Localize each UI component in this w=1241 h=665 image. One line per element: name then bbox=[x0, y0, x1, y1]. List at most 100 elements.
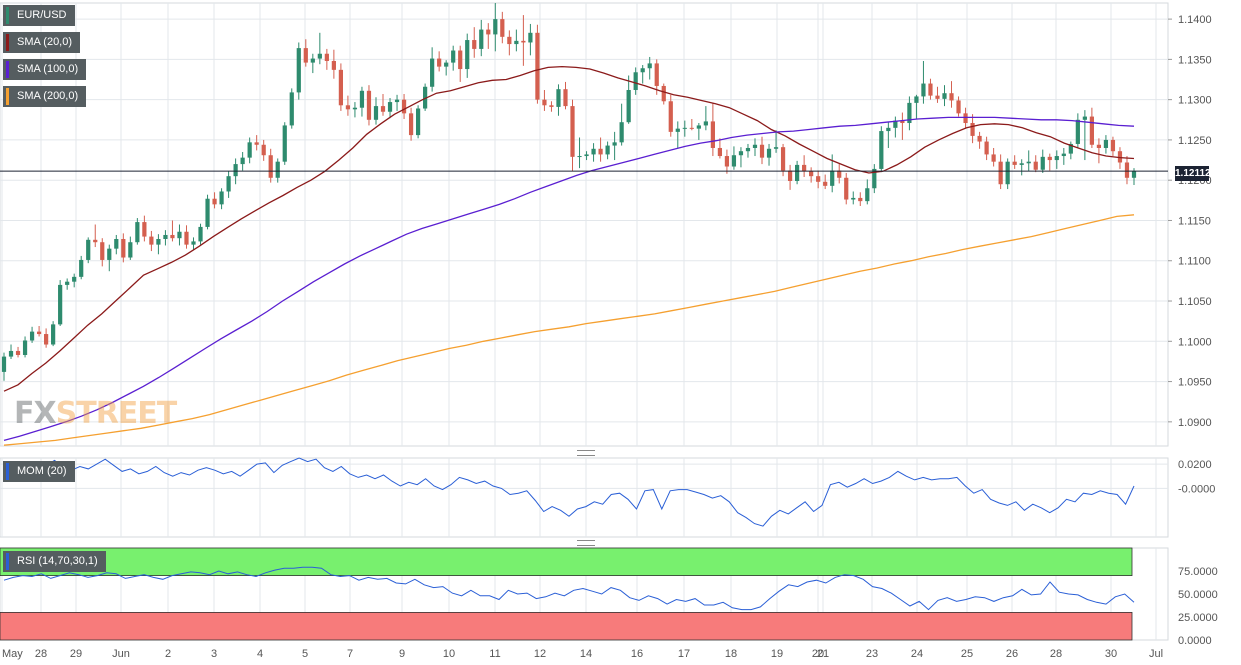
candle-body bbox=[1068, 143, 1073, 154]
candle-body bbox=[879, 131, 884, 169]
candle-body bbox=[1089, 116, 1094, 145]
candle-body bbox=[914, 96, 919, 103]
mom-line bbox=[3, 457, 1135, 527]
candle-body bbox=[22, 340, 28, 355]
candle-body bbox=[661, 85, 666, 102]
candle-body bbox=[36, 331, 42, 335]
candle-body bbox=[394, 99, 400, 103]
candle-body bbox=[444, 62, 449, 67]
pane-frame-2 bbox=[0, 457, 1169, 538]
pane-resize-handle-mom[interactable] bbox=[577, 450, 595, 456]
candle-body bbox=[787, 170, 793, 182]
candle-body bbox=[802, 164, 807, 172]
candle-body bbox=[1026, 161, 1031, 164]
rsi-tick-label: 0.0000 bbox=[1178, 635, 1212, 647]
x-tick-label: 23 bbox=[866, 648, 878, 660]
candle-body bbox=[163, 234, 168, 239]
candle-body bbox=[184, 231, 189, 245]
legend-sma100[interactable]: SMA (100,0) bbox=[3, 59, 87, 80]
candle-body bbox=[654, 63, 659, 86]
candle-body bbox=[991, 154, 996, 162]
sma100-line bbox=[3, 116, 1135, 442]
candle-body bbox=[907, 102, 912, 124]
legend-rsi[interactable]: RSI (14,70,30,1) bbox=[3, 551, 106, 572]
candle-body bbox=[949, 93, 954, 101]
y-tick-label: 1.1150 bbox=[1178, 215, 1211, 227]
candle-body bbox=[795, 164, 800, 182]
candle-body bbox=[633, 72, 638, 90]
candle-body bbox=[254, 142, 259, 145]
legend-sma20[interactable]: SMA (20,0) bbox=[3, 32, 81, 53]
candle-body bbox=[942, 93, 947, 99]
x-tick-label: 11 bbox=[489, 648, 500, 660]
legend-eurusd[interactable]: EUR/USD bbox=[3, 5, 75, 26]
candle-body bbox=[717, 147, 723, 157]
candle-body bbox=[535, 32, 540, 100]
x-tick-label: 9 bbox=[399, 648, 405, 660]
candle-body bbox=[998, 161, 1003, 185]
candle-body bbox=[837, 170, 842, 178]
candle-body bbox=[373, 106, 379, 120]
x-tick-label: 28 bbox=[1050, 648, 1062, 660]
candle-body bbox=[619, 122, 624, 143]
candle-body bbox=[703, 121, 708, 126]
candle-body bbox=[1, 356, 7, 372]
candle-body bbox=[205, 198, 210, 227]
candle-body bbox=[598, 148, 603, 155]
candle-body bbox=[696, 125, 701, 129]
candle-body bbox=[500, 19, 505, 37]
candle-body bbox=[1061, 153, 1066, 157]
candle-body bbox=[296, 48, 301, 93]
mom-tick-label: 0.0200 bbox=[1178, 459, 1212, 471]
candle-body bbox=[493, 19, 498, 35]
candle-body bbox=[928, 83, 933, 96]
candle-body bbox=[731, 155, 737, 167]
x-tick-label: 25 bbox=[961, 648, 973, 660]
candle-body bbox=[963, 113, 968, 124]
pane-resize-handle-rsi[interactable] bbox=[577, 540, 595, 546]
candle-body bbox=[759, 144, 765, 158]
candle-body bbox=[556, 89, 561, 107]
candle-body bbox=[177, 231, 182, 239]
candle-body bbox=[675, 128, 680, 132]
candle-body bbox=[886, 127, 891, 132]
candle-body bbox=[900, 120, 905, 124]
candle-body bbox=[29, 331, 35, 341]
candle-body bbox=[542, 99, 547, 106]
y-tick-label: 1.1100 bbox=[1178, 256, 1211, 268]
rsi-tick-label: 75.0000 bbox=[1178, 566, 1218, 578]
x-tick-label: 30 bbox=[1105, 648, 1117, 660]
candle-body bbox=[142, 222, 147, 237]
candle-body bbox=[451, 50, 456, 63]
eurusd-swatch bbox=[6, 7, 9, 24]
x-tick-label: 12 bbox=[534, 648, 546, 660]
candle-body bbox=[682, 127, 687, 129]
legend-sma200[interactable]: SMA (200,0) bbox=[3, 86, 87, 107]
x-tick-label: 3 bbox=[211, 648, 217, 660]
legend-mom[interactable]: MOM (20) bbox=[3, 461, 75, 482]
candle-body bbox=[605, 145, 610, 155]
y-tick-label: 1.1000 bbox=[1178, 336, 1212, 348]
sma20-swatch bbox=[6, 34, 9, 51]
sma200-swatch bbox=[6, 88, 9, 105]
candle-body bbox=[472, 40, 477, 49]
candle-body bbox=[240, 157, 245, 165]
legend-rsi-label: RSI (14,70,30,1) bbox=[17, 555, 98, 567]
candle-body bbox=[345, 105, 351, 110]
rsi-swatch bbox=[6, 553, 9, 570]
candle-body bbox=[423, 86, 428, 109]
candle-body bbox=[830, 170, 835, 186]
last-price-tag: 1.12112 bbox=[1175, 166, 1211, 181]
y-tick-label: 1.1050 bbox=[1178, 296, 1212, 308]
candle-body bbox=[1117, 151, 1123, 163]
x-tick-label: 16 bbox=[631, 648, 643, 660]
candle-body bbox=[289, 92, 294, 126]
candle-body bbox=[1110, 139, 1116, 152]
candle-body bbox=[51, 324, 56, 345]
candle-body bbox=[570, 106, 575, 157]
candle-body bbox=[956, 100, 961, 114]
candle-body bbox=[514, 40, 519, 45]
candle-body bbox=[626, 89, 631, 123]
legend-sma20-label: SMA (20,0) bbox=[17, 36, 73, 48]
